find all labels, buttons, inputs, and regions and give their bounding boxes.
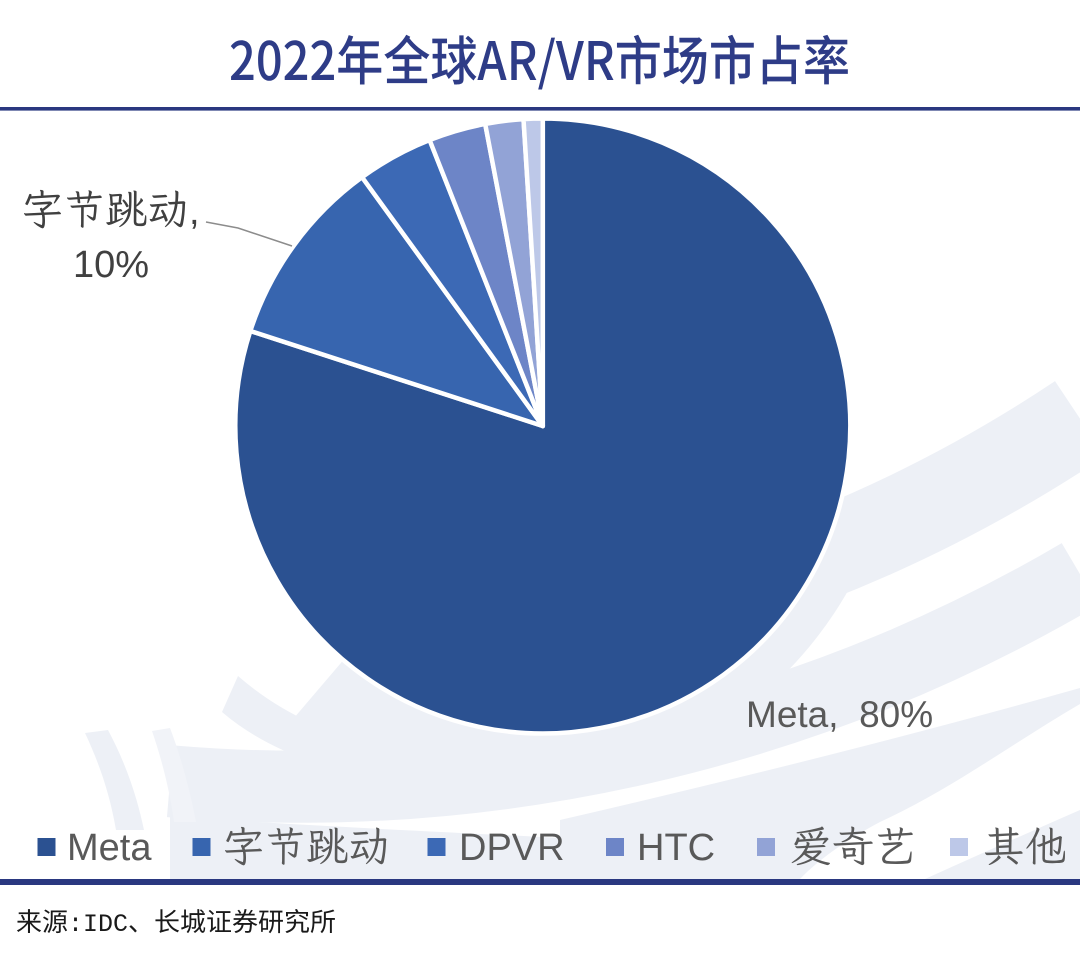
svg-text:DPVR: DPVR [459, 827, 565, 869]
svg-text:爱奇艺: 爱奇艺 [790, 818, 916, 873]
svg-text:其他: 其他 [983, 818, 1067, 873]
svg-text:字节跳动,: 字节跳动, [21, 181, 200, 236]
svg-text:字节跳动: 字节跳动 [222, 818, 390, 873]
svg-text:Meta, 80%: Meta, 80% [746, 694, 933, 735]
svg-text:来源:IDC、长城证券研究所: 来源:IDC、长城证券研究所 [16, 902, 336, 939]
svg-text:Meta: Meta [67, 827, 152, 869]
svg-text:2022年全球AR/VR市场市占率: 2022年全球AR/VR市场市占率 [229, 20, 850, 96]
svg-text:10%: 10% [73, 244, 149, 286]
svg-text:HTC: HTC [637, 827, 715, 869]
